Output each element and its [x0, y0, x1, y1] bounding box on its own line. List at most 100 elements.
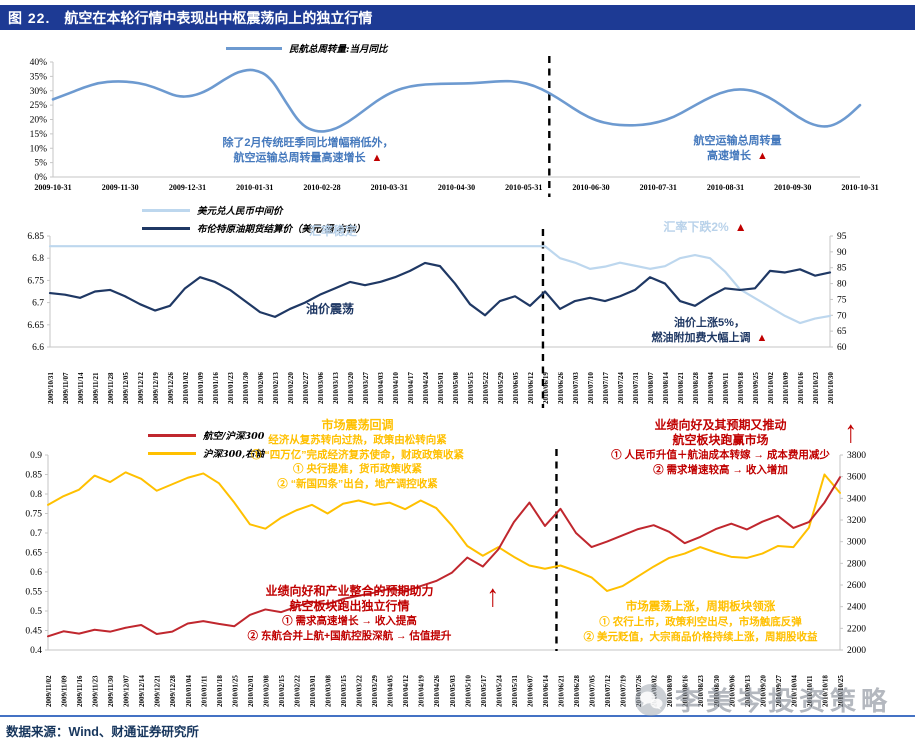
annotation-line: 除了2月传统旺季同比增幅稍低外， [222, 137, 394, 149]
x-axis-tick: 2010/07/05 [589, 675, 597, 707]
x-axis-tick: 2010/09/20 [759, 675, 767, 707]
y-axis-right-tick: 65 [837, 327, 847, 337]
y-axis-right-tick: 2800 [847, 559, 866, 569]
x-axis-tick: 2010/07/19 [620, 675, 628, 707]
annotation-oil-up: 油价上涨5%， 燃油附加费大幅上调 ▲ [592, 316, 827, 346]
y-axis-right-tick: 3800 [847, 451, 866, 461]
y-axis-right-tick: 3000 [847, 538, 866, 548]
y-axis-left-tick: 10% [30, 144, 48, 154]
legend-item: 民航总周转量:当月同比 [226, 41, 388, 55]
x-axis-tick: 2010/05/24 [495, 675, 503, 707]
annotation-rate-down: 汇率下跌2% ▲ [600, 220, 810, 235]
x-axis-tick: 2010/05/15 [467, 372, 475, 404]
y-axis-left-tick: 5% [34, 159, 47, 169]
y-axis-left-tick: 6.6 [32, 343, 44, 353]
wechat-icon [635, 683, 667, 716]
annotation-title: 业绩向好及其预期又推动 [654, 418, 787, 432]
up-triangle-icon: ▲ [756, 332, 768, 344]
up-triangle-icon: ▲ [757, 150, 768, 162]
x-axis-tick: 2010/08/09 [666, 675, 674, 707]
x-axis-tick: 2010/03/27 [362, 372, 370, 404]
y-axis-right-tick: 2000 [847, 646, 866, 656]
x-axis-tick: 2010/05/31 [511, 675, 519, 707]
x-axis-tick: 2010/10/18 [821, 675, 829, 707]
x-axis-tick: 2010/01/18 [216, 675, 224, 707]
annotation-title: 市场震荡上涨，周期板块领涨 [625, 601, 776, 613]
x-axis-tick: 2010/06/26 [557, 372, 565, 404]
x-axis-tick: 2010/09/06 [728, 675, 736, 707]
x-axis-tick: 2010/01/09 [197, 372, 205, 404]
y-axis-right-tick: 2600 [847, 581, 866, 591]
annotation-line: ① 人民币升值＋航油成本转嫁 → 成本费用减少 [611, 449, 830, 461]
x-axis-tick: 2010/03/15 [340, 675, 348, 707]
y-axis-left-tick: 25% [30, 101, 48, 111]
x-axis-tick: 2010/02/20 [287, 372, 295, 404]
x-axis-tick: 2010/07/31 [632, 372, 640, 404]
y-axis-left-tick: 0.8 [30, 490, 42, 500]
x-axis-tick: 2010/09/27 [775, 675, 783, 707]
x-axis-tick: 2009/11/21 [92, 372, 100, 404]
y-axis-left-tick: 6.8 [32, 254, 44, 264]
x-axis-tick: 2010/06/14 [542, 675, 550, 707]
x-axis-tick: 2010/04/10 [392, 372, 400, 404]
x-axis-tick: 2010/08/21 [677, 372, 685, 404]
y-axis-left-tick: 0.75 [25, 510, 42, 520]
x-axis-tick: 2010/10/16 [797, 372, 805, 404]
x-axis-tick: 2010/02/01 [247, 675, 255, 707]
x-axis-tick: 2010-09-30 [774, 183, 811, 192]
annotation-title: 航空板块跑赢市场 [672, 433, 769, 447]
line-swatch [148, 451, 196, 455]
legend-item: 航空/沪深300 [148, 428, 264, 442]
y-axis-left-tick: 0.85 [25, 471, 42, 481]
aviation-relative-strength-and-csi300-chart: 0.9 0.85 0.8 0.75 0.7 0.65 0.6 0.55 0.5 0.45 0.4 38… [25, 449, 866, 707]
annotation-line: 油价上涨5%， [674, 317, 745, 329]
x-axis-tick: 2009/11/09 [61, 675, 69, 707]
x-axis-tick: 2010/03/08 [325, 675, 333, 707]
x-axis-tick: 2010/07/24 [617, 372, 625, 404]
y-axis-left-tick: 0.9 [30, 451, 42, 461]
x-axis-tick: 2010/05/10 [464, 675, 472, 707]
x-axis-tick: 2009/11/02 [45, 675, 53, 707]
x-axis-tick: 2010/08/28 [692, 372, 700, 404]
up-triangle-icon: ▲ [734, 220, 747, 234]
civil-aviation-turnover-yoy-chart: 40% 35% 30% 25% 20% 15% 10% 5% 0%2009-10-31 2009-… [30, 56, 879, 197]
y-axis-left-tick: 40% [30, 58, 48, 68]
x-axis-tick: 2009/12/12 [137, 372, 145, 404]
x-axis-tick: 2010-03-31 [371, 183, 408, 192]
y-axis-right-tick: 3600 [847, 473, 866, 483]
x-axis-tick: 2009/11/23 [92, 675, 100, 707]
y-axis-left-tick: 6.75 [27, 276, 44, 286]
figure-number: 图 22. [8, 9, 51, 26]
x-axis-tick: 2010/03/01 [309, 675, 317, 707]
y-axis-left-tick: 20% [30, 116, 48, 126]
series-航空/沪深300 [47, 476, 841, 638]
up-triangle-icon: ▲ [371, 152, 383, 164]
chart2-legend: 美元兑人民币中间价 布伦特原油期货结算价（美元/桶,右轴） [142, 203, 365, 239]
x-axis-tick: 2010/10/04 [790, 675, 798, 707]
x-axis-tick: 2010/01/04 [185, 675, 193, 707]
x-axis-tick: 2009/12/28 [169, 675, 177, 707]
y-axis-right-tick: 2200 [847, 624, 866, 634]
annotation-rate-stable: 汇率稳定 [268, 224, 398, 239]
annotation-market-pullback: 市场震荡回调 经济从复苏转向过热，政策由松转向紧 ① “四万亿”完成经济复苏使命… [190, 418, 525, 491]
y-axis-left-tick: 30% [30, 87, 48, 97]
annotation-feb-exception: 除了2月传统旺季同比增幅稍低外， 航空运输总周转量高速增长 ▲ [168, 136, 448, 166]
x-axis-tick: 2010/02/08 [262, 675, 270, 707]
annotation-title: 市场震荡回调 [321, 418, 394, 432]
y-axis-right-tick: 85 [837, 264, 847, 274]
x-axis-tick: 2010/04/26 [433, 675, 441, 707]
annotation-line: 航空运输总周转量高速增长 ▲ [233, 152, 383, 164]
x-axis-tick: 2010/04/24 [422, 372, 430, 404]
x-axis-tick: 2010/02/22 [293, 675, 301, 707]
x-axis-tick: 2009/11/16 [76, 675, 84, 707]
x-axis-tick: 2009/12/26 [167, 372, 175, 404]
x-axis-tick: 2010/03/20 [347, 372, 355, 404]
x-axis-tick: 2010-01-31 [236, 183, 273, 192]
x-axis-tick: 2010/03/06 [317, 372, 325, 404]
x-axis-tick: 2010/04/03 [377, 372, 385, 404]
x-axis-tick: 2009/12/19 [152, 372, 160, 404]
annotation-line: ① 央行提准，货币政策收紧 [293, 463, 422, 475]
annotation-line: 汇率下跌2% ▲ [663, 220, 747, 234]
annotation-title: 业绩向好和产业整合的预期助力 [265, 584, 434, 598]
